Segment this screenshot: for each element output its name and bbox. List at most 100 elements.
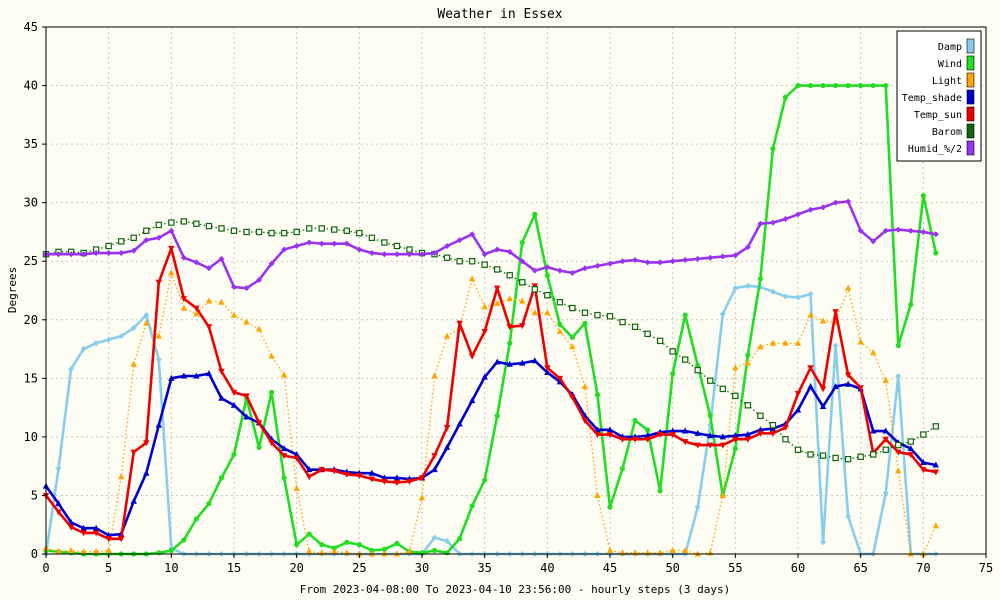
temp-sun-point [782, 425, 789, 432]
humid-2-point [719, 253, 726, 260]
x-tick-label: 5 [105, 561, 112, 575]
temp-sun-point [656, 432, 664, 439]
x-tick-label: 45 [603, 561, 617, 575]
wind-point [457, 536, 463, 542]
damp-point [719, 310, 726, 317]
temp-shade-point [644, 432, 651, 439]
temp-shade-point [606, 426, 614, 433]
temp-sun-point [55, 509, 62, 516]
temp-shade-point [519, 359, 526, 366]
light-point [443, 332, 451, 339]
wind-point [269, 389, 275, 395]
light-point [519, 297, 526, 304]
humid-2-point [268, 260, 275, 267]
humid-2-point [694, 255, 701, 262]
temp-shade-point [143, 469, 150, 476]
temp-shade-point [732, 432, 739, 439]
temp-sun-point [707, 442, 714, 449]
wind-point [895, 342, 901, 349]
humid-2-point [218, 255, 225, 262]
temp-shade-point [393, 474, 401, 481]
light-point [255, 325, 263, 332]
barom-point [343, 227, 351, 234]
temp-shade-point [468, 397, 476, 404]
humid-2-point [594, 262, 601, 269]
temp-shade-point [443, 443, 451, 450]
temp-shade-point [494, 358, 501, 365]
damp-point [431, 534, 438, 541]
wind-point [557, 321, 563, 328]
barom-point [631, 323, 639, 331]
light-point [882, 377, 889, 384]
barom-point [306, 225, 313, 232]
light-point [193, 310, 200, 317]
x-tick-label: 35 [477, 561, 491, 575]
humid-2-point [907, 227, 914, 234]
temp-shade-point [280, 445, 288, 452]
humid-2-point [757, 220, 764, 227]
damp-point [769, 288, 776, 295]
legend-label-temp-sun: Temp_sun [914, 110, 962, 121]
x-tick-label: 0 [42, 561, 49, 575]
barom-point [155, 221, 162, 229]
light-point [569, 343, 576, 350]
x-tick-label: 10 [164, 561, 178, 575]
damp-point [55, 465, 62, 472]
barom-point [757, 412, 764, 420]
humid-2-point [118, 250, 125, 257]
legend-swatch-temp-shade [966, 89, 975, 105]
temp-sun-point [556, 375, 564, 382]
series-temp-sun [42, 245, 940, 543]
temp-sun-point [431, 453, 438, 460]
wind-point [858, 82, 864, 89]
legend-label-humid-2: Humid_%/2 [908, 144, 962, 155]
temp-sun-point [494, 285, 501, 292]
temp-shade-point [719, 433, 726, 440]
wind-point [695, 362, 701, 369]
temp-shade-point [707, 432, 714, 439]
barom-point [443, 254, 451, 261]
light-point [506, 295, 513, 302]
wind-point [206, 501, 212, 507]
humid-2-point [669, 258, 676, 265]
damp-point [820, 539, 827, 546]
humid-2-point [469, 231, 476, 238]
wind-point [331, 545, 337, 551]
temp-shade-point [80, 524, 87, 531]
light-point [782, 339, 789, 346]
wind-point [594, 392, 601, 398]
barom-point [356, 229, 363, 237]
wind-point [670, 371, 676, 377]
barom-point [255, 228, 263, 236]
temp-shade-point [757, 426, 764, 433]
barom-point [807, 451, 814, 458]
barom-point [581, 309, 589, 316]
light-point [594, 491, 601, 498]
temp-sun-point [644, 436, 651, 443]
humid-2-point [180, 254, 187, 261]
humid-2-point [531, 267, 538, 274]
temp-sun-point [844, 372, 852, 379]
y-axis-label: Degrees [6, 267, 19, 313]
wind-point [745, 352, 751, 358]
temp-sun-point [807, 365, 814, 372]
damp-point [845, 513, 852, 520]
humid-2-point [318, 240, 325, 247]
legend-label-damp: Damp [938, 42, 962, 53]
wind-point [770, 146, 776, 152]
wind-point [294, 542, 300, 548]
wind-point [707, 413, 713, 419]
ticks: 0 5 10 15 20 25 30 35 40 45 50 55 60 65 70 75 0 5 10 15 20 25… [24, 20, 994, 575]
barom-point [205, 222, 213, 230]
barom-point [644, 330, 651, 338]
humid-2-point [556, 267, 563, 274]
wind-point [657, 488, 663, 494]
barom-point [193, 220, 200, 227]
humid-2-point [619, 258, 626, 265]
legend-label-barom: Barom [932, 127, 962, 138]
barom-point [519, 279, 526, 286]
y-tick-label: 35 [24, 137, 38, 151]
humid-2-point [168, 227, 175, 234]
x-tick-label: 25 [352, 561, 366, 575]
